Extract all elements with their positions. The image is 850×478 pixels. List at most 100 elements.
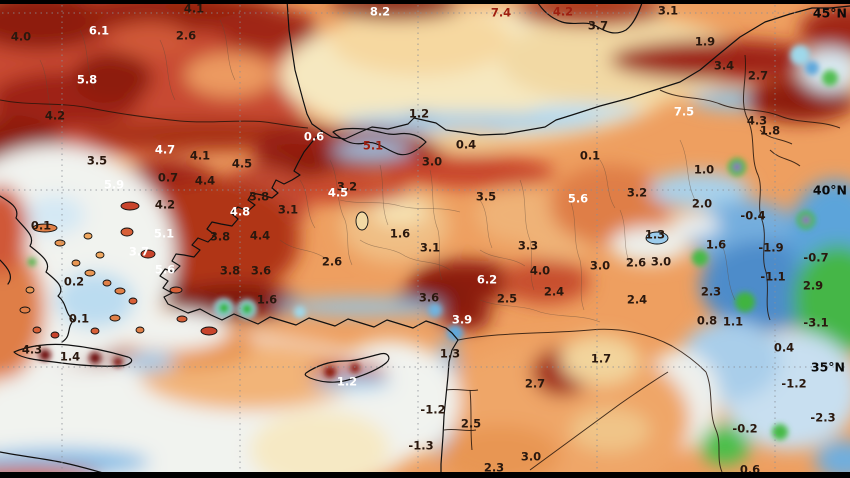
value-label: 2.7 <box>748 69 768 83</box>
value-label: 7.4 <box>491 6 511 20</box>
value-label: 2.3 <box>701 285 721 299</box>
value-label: -1.1 <box>760 270 785 284</box>
value-label: 4.2 <box>553 5 573 19</box>
value-label: -1.3 <box>408 439 433 453</box>
value-label: 2.4 <box>544 285 564 299</box>
value-label: 4.1 <box>184 2 204 16</box>
value-label: 4.2 <box>155 198 175 212</box>
value-label: 5.9 <box>104 178 124 192</box>
value-label: 0.6 <box>304 130 324 144</box>
latitude-label: 40°N <box>813 183 847 198</box>
value-label: 4.3 <box>22 343 42 357</box>
value-label: -1.2 <box>420 403 445 417</box>
bottom-frame-bar <box>0 472 850 478</box>
value-label: 1.2 <box>409 107 429 121</box>
value-label: 3.8 <box>210 230 230 244</box>
value-label: 5.1 <box>363 139 383 153</box>
value-label: 4.3 <box>747 114 767 128</box>
value-label: 3.8 <box>220 264 240 278</box>
value-label: 2.7 <box>525 377 545 391</box>
value-label: 1.6 <box>390 227 410 241</box>
value-label: 3.5 <box>87 154 107 168</box>
value-label: 1.4 <box>60 350 80 364</box>
value-label: 3.0 <box>590 259 610 273</box>
value-label: 3.0 <box>651 255 671 269</box>
value-label: 3.6 <box>251 264 271 278</box>
value-label: 1.8 <box>760 124 780 138</box>
value-label: 1.3 <box>440 347 460 361</box>
value-label: 1.9 <box>695 35 715 49</box>
value-label: 7.5 <box>674 105 694 119</box>
value-label: 6.2 <box>477 273 497 287</box>
islands <box>19 201 669 339</box>
value-label: 4.4 <box>195 174 215 188</box>
value-label: 1.7 <box>591 352 611 366</box>
lake-van <box>645 231 669 245</box>
value-label: -0.4 <box>740 209 765 223</box>
value-label: 0.4 <box>456 138 476 152</box>
value-label: 5.6 <box>568 192 588 206</box>
value-label: 4.7 <box>155 143 175 157</box>
value-label: 8.2 <box>370 5 390 19</box>
value-label: 5.8 <box>77 73 97 87</box>
value-label: 3.8 <box>249 190 269 204</box>
value-label: 3.3 <box>518 239 538 253</box>
value-label: 1.1 <box>723 315 743 329</box>
value-label: 3.2 <box>627 186 647 200</box>
value-label: 1.0 <box>694 163 714 177</box>
value-label: 4.5 <box>232 157 252 171</box>
value-label: 0.2 <box>64 275 84 289</box>
country-borders <box>0 54 841 473</box>
value-label: 2.6 <box>322 255 342 269</box>
value-label: 2.6 <box>176 29 196 43</box>
value-label: 0.4 <box>774 341 794 355</box>
value-label: 3.1 <box>420 241 440 255</box>
value-label: -1.9 <box>758 241 783 255</box>
value-label: 2.6 <box>626 256 646 270</box>
value-label: 3.5 <box>476 190 496 204</box>
value-label: 3.6 <box>419 291 439 305</box>
value-label: 1.6 <box>257 293 277 307</box>
value-label: 2.3 <box>484 461 504 475</box>
value-label: 3.1 <box>658 4 678 18</box>
value-label: 4.8 <box>230 205 250 219</box>
value-label: 4.1 <box>190 149 210 163</box>
value-label: 3.7 <box>129 245 149 259</box>
value-label: -1.2 <box>781 377 806 391</box>
top-frame-bar <box>0 0 850 4</box>
value-label: 0.1 <box>31 219 51 233</box>
value-label: 0.1 <box>580 149 600 163</box>
value-label: 3.0 <box>521 450 541 464</box>
value-label: 4.2 <box>45 109 65 123</box>
value-label: 1.6 <box>706 238 726 252</box>
value-label: -0.7 <box>803 251 828 265</box>
value-label: 4.0 <box>11 30 31 44</box>
value-label: 3.2 <box>337 180 357 194</box>
value-label: 3.0 <box>422 155 442 169</box>
value-label: 6.1 <box>89 24 109 38</box>
anomaly-spot-field <box>28 45 838 440</box>
value-label: 1.3 <box>645 228 665 242</box>
latitude-label: 35°N <box>811 360 845 375</box>
value-label: 5.6 <box>155 263 175 277</box>
value-label: -0.2 <box>732 422 757 436</box>
value-label: 3.1 <box>278 203 298 217</box>
value-label: 3.7 <box>588 19 608 33</box>
value-label: -3.1 <box>803 316 828 330</box>
latitude-label: 45°N <box>813 6 847 21</box>
value-label: 0.7 <box>158 171 178 185</box>
value-label: 4.0 <box>530 264 550 278</box>
latitude-labels: 45°N 40°N 35°N <box>811 6 847 375</box>
value-labels: 4.0 6.1 4.1 2.6 8.2 7.4 4.2 3.7 3.1 1.9 3.4 2.7 5.8 4… <box>11 2 836 477</box>
value-label: 0.1 <box>69 312 89 326</box>
value-label: 4.4 <box>250 229 270 243</box>
value-label: 1.2 <box>337 375 357 389</box>
value-label: 2.0 <box>692 197 712 211</box>
value-label: 3.4 <box>714 59 734 73</box>
value-label: 4.5 <box>328 186 348 200</box>
province-borders <box>39 19 736 323</box>
value-label: 3.9 <box>452 313 472 327</box>
